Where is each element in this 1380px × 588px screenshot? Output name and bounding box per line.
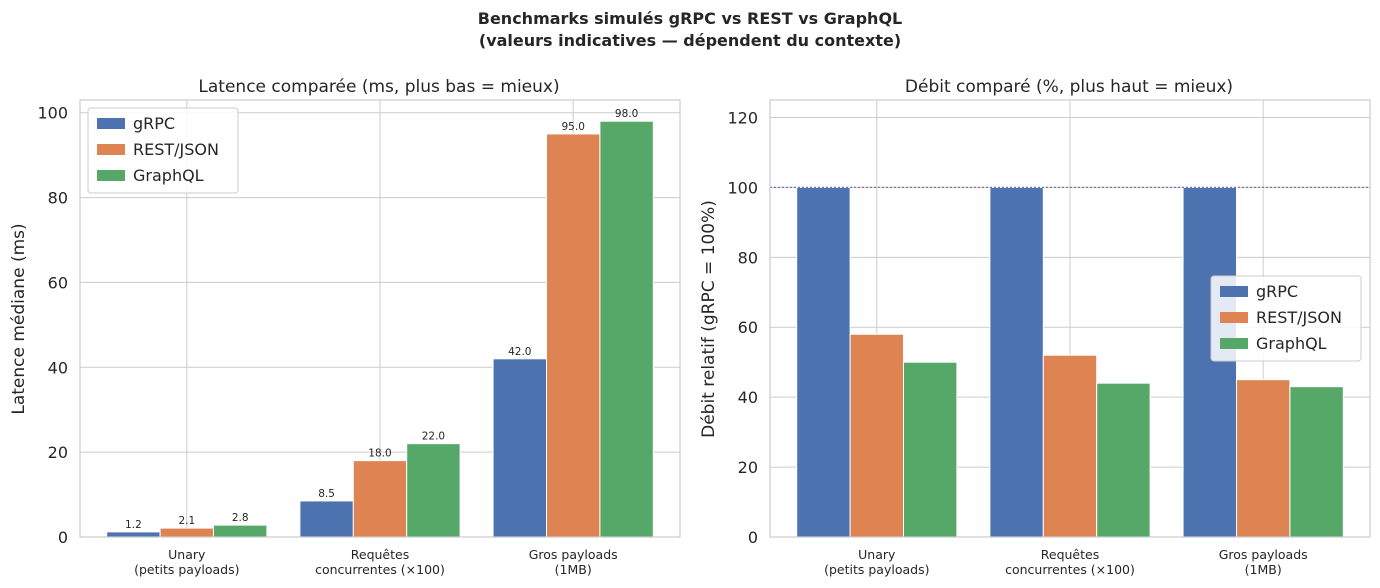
y-tick-label: 0 — [58, 528, 68, 547]
data-label-rest-json-0: 2.1 — [178, 515, 195, 527]
bar-graphql-0 — [213, 524, 268, 538]
legend-swatch-graphql — [97, 170, 125, 181]
y-tick-label: 20 — [738, 458, 758, 477]
bar-grpc-1 — [989, 186, 1044, 538]
x-tick-label: Unary (petits payloads) — [824, 547, 929, 577]
legend-label-grpc: gRPC — [133, 114, 175, 133]
data-label-graphql-0: 2.8 — [232, 512, 249, 524]
figure-title-line1: Benchmarks simulés gRPC vs REST vs Graph… — [478, 9, 902, 28]
y-tick-label: 0 — [748, 528, 758, 547]
data-label-graphql-2: 98.0 — [615, 108, 638, 120]
bar-rest-json-1 — [1042, 354, 1098, 538]
y-tick-label: 60 — [738, 318, 758, 337]
bar-rest-json-2 — [1236, 379, 1291, 538]
y-tick-label: 40 — [738, 388, 758, 407]
x-tick-label: Requêtes concurrentes (×100) — [315, 547, 445, 577]
y-tick-label: 120 — [727, 108, 758, 127]
bar-rest-json-1 — [352, 460, 408, 538]
latency-chart-title: Latence comparée (ms, plus bas = mieux) — [198, 77, 559, 97]
legend-label-grpc: gRPC — [1256, 282, 1298, 301]
x-tick-label: Gros payloads (1MB) — [529, 547, 618, 577]
y-tick-label: 100 — [727, 178, 758, 197]
throughput-y-axis-label: Débit relatif (gRPC = 100%) — [699, 200, 719, 438]
data-label-grpc-2: 42.0 — [508, 346, 531, 358]
legend-box — [87, 107, 239, 194]
legend-swatch-rest-json — [97, 144, 125, 155]
bar-grpc-0 — [796, 186, 851, 538]
bar-grpc-1 — [299, 500, 354, 538]
data-label-rest-json-1: 18.0 — [368, 448, 391, 460]
bar-rest-json-0 — [159, 527, 215, 538]
bar-graphql-1 — [406, 443, 461, 538]
bar-grpc-2 — [492, 358, 548, 538]
bar-graphql-0 — [903, 361, 958, 538]
legend-label-graphql: GraphQL — [133, 166, 204, 185]
legend-swatch-rest-json — [1220, 312, 1248, 323]
y-tick-label: 20 — [48, 443, 68, 462]
y-tick-label: 100 — [37, 104, 68, 123]
x-tick-label: Unary (petits payloads) — [134, 547, 239, 577]
bar-graphql-2 — [599, 120, 654, 538]
bar-grpc-2 — [1182, 186, 1237, 538]
latency-legend: gRPC REST/JSON GraphQL — [87, 107, 239, 194]
throughput-legend: gRPC REST/JSON GraphQL — [1210, 275, 1362, 362]
legend-swatch-grpc — [97, 118, 125, 129]
legend-box — [1210, 275, 1362, 362]
throughput-chart-title: Débit comparé (%, plus haut = mieux) — [905, 77, 1233, 97]
latency-bars: 1.2 8.5 42.0 2.1 18.0 95.0 2.8 22.0 98.0 — [106, 108, 654, 538]
legend-label-rest-json: REST/JSON — [133, 140, 219, 159]
latency-y-axis-label: Latence médiane (ms) — [9, 223, 29, 414]
data-label-graphql-1: 22.0 — [422, 431, 445, 443]
legend-label-graphql: GraphQL — [1256, 334, 1327, 353]
data-label-grpc-1: 8.5 — [318, 488, 335, 500]
data-label-rest-json-2: 95.0 — [562, 121, 585, 133]
bar-graphql-2 — [1289, 386, 1344, 538]
bar-rest-json-0 — [849, 333, 904, 538]
throughput-chart: Débit comparé (%, plus haut = mieux) Déb… — [699, 77, 1371, 577]
throughput-axes-frame — [769, 99, 1371, 538]
y-tick-label: 80 — [738, 248, 758, 267]
bar-grpc-0 — [106, 531, 161, 538]
legend-label-rest-json: REST/JSON — [1256, 308, 1342, 327]
data-label-grpc-0: 1.2 — [125, 519, 142, 531]
x-tick-label: Requêtes concurrentes (×100) — [1005, 547, 1135, 577]
latency-chart: Latence comparée (ms, plus bas = mieux) … — [9, 77, 681, 577]
legend-swatch-graphql — [1220, 338, 1248, 349]
latency-axes-frame — [79, 99, 681, 538]
x-tick-label: Gros payloads (1MB) — [1219, 547, 1308, 577]
y-tick-label: 60 — [48, 273, 68, 292]
bar-rest-json-2 — [546, 133, 601, 538]
y-tick-label: 40 — [48, 358, 68, 377]
bar-graphql-1 — [1096, 382, 1151, 538]
legend-swatch-grpc — [1220, 286, 1248, 297]
figure-title-line2: (valeurs indicatives — dépendent du cont… — [479, 31, 901, 50]
throughput-bars — [796, 186, 1344, 538]
y-tick-label: 80 — [48, 189, 68, 208]
